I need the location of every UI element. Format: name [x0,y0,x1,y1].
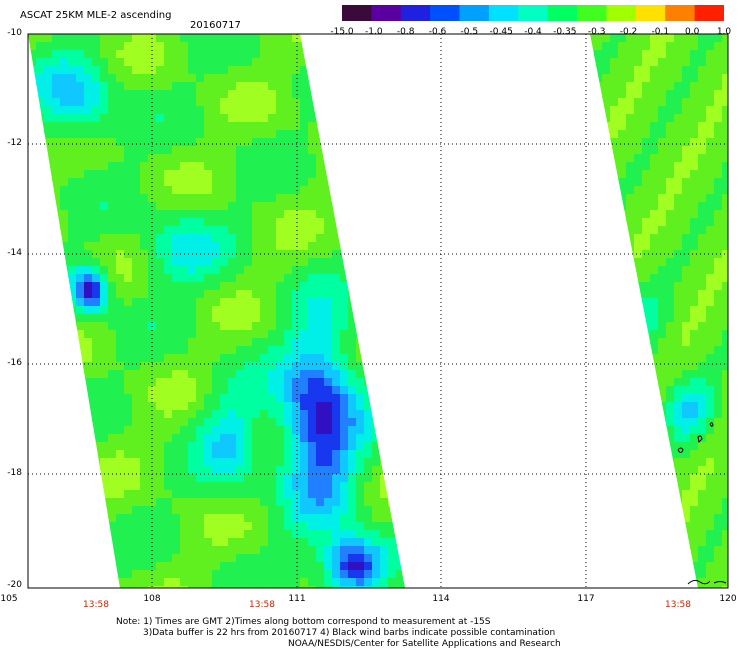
map-frame [27,33,729,589]
color-scale-label: -0.45 [489,27,513,37]
footnote-line-2: 3)Data buffer is 22 hrs from 20160717 4)… [143,628,556,638]
color-scale-swatch [635,5,666,21]
coastline-fragments [677,422,727,585]
right-swath [590,34,728,588]
lat-label: -20 [7,580,22,590]
footnote-line-3: NOAA/NESDIS/Center for Satellite Applica… [288,639,561,649]
color-scale-swatch [694,5,724,21]
color-scale-label: -0.35 [553,27,577,37]
lon-label: 120 [719,594,737,604]
color-scale-swatch [430,5,461,21]
left-swath [28,34,405,588]
color-scale-label: -0.4 [524,27,542,37]
color-scale-swatch [518,5,549,21]
color-scale-swatch [371,5,402,21]
pass-time-label: 13:58 [83,600,109,610]
map-date: 20160717 [190,20,241,31]
color-scale-label: -0.2 [619,27,638,37]
color-scale-label: -1.0 [365,27,383,37]
color-scale-label: 1.0 [716,27,732,37]
color-scale-swatch [459,5,490,21]
color-scale-swatch [577,5,608,21]
color-scale-swatch [547,5,578,21]
color-scale-swatch [488,5,519,21]
color-scale-swatch [665,5,696,21]
color-scale-labels: -15.0 -1.0 -0.8 -0.6 -0.5 -0.45 -0.4 -0.35 -0.3 -… [330,27,740,39]
lon-label: 108 [143,594,161,604]
footnote-line-1: Note: 1) Times are GMT 2)Times along bot… [116,617,491,627]
lon-label: 114 [432,594,450,604]
lon-label: 111 [288,594,306,604]
map-title: ASCAT 25KM MLE-2 ascending [20,10,172,21]
color-scale-swatch [342,5,372,21]
color-scale-label: -0.5 [460,27,479,37]
lon-label: 105 [0,594,18,604]
lat-label: -16 [7,358,22,368]
lat-label: -18 [7,468,22,478]
color-scale-label: 0.0 [684,27,700,37]
color-scale-label: -0.1 [651,27,670,37]
color-scale-swatch [400,5,431,21]
color-scale-bar [342,5,724,21]
color-scale-label: -0.6 [428,27,447,37]
pass-time-label: 13:58 [249,600,275,610]
color-scale-label: -15.0 [330,27,354,37]
lat-label: -12 [7,138,22,148]
pass-time-label: 13:58 [665,600,691,610]
color-scale-label: -0.8 [396,27,415,37]
lat-label: -10 [7,28,22,38]
lat-label: -14 [7,248,22,258]
color-scale-swatch [606,5,637,21]
color-scale-label: -0.3 [587,27,606,37]
lon-label: 117 [577,594,595,604]
